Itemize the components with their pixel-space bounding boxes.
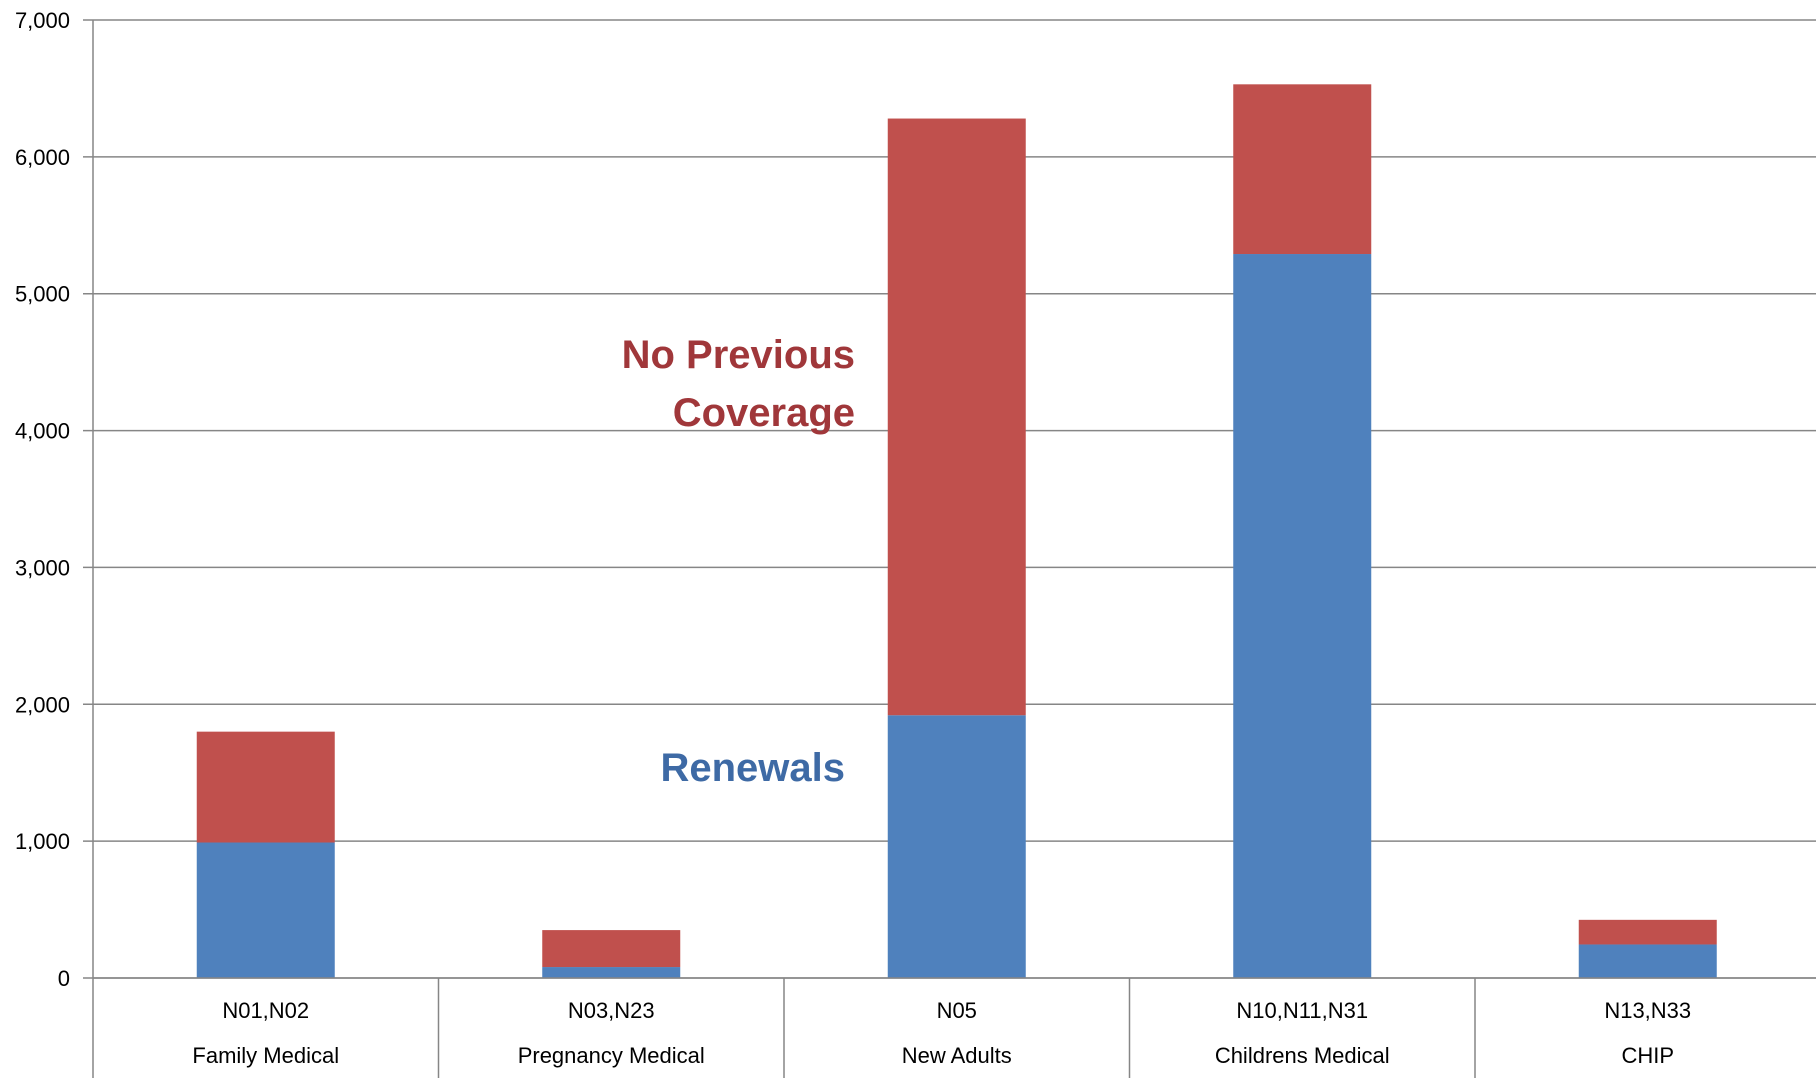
category-code-label: N10,N11,N31 — [1236, 998, 1368, 1023]
category-name-label: New Adults — [902, 1043, 1012, 1068]
category-code-label: N01,N02 — [222, 998, 309, 1023]
y-tick-label: 3,000 — [15, 555, 70, 580]
category-name-label: CHIP — [1621, 1043, 1674, 1068]
category-name-label: Childrens Medical — [1215, 1043, 1390, 1068]
y-tick-label: 6,000 — [15, 145, 70, 170]
bar-segment — [887, 118, 1026, 716]
y-tick-label: 7,000 — [15, 8, 70, 33]
bar-segment — [1578, 944, 1717, 978]
y-tick-label: 4,000 — [15, 419, 70, 444]
category-name-label: Pregnancy Medical — [518, 1043, 705, 1068]
y-tick-label: 1,000 — [15, 829, 70, 854]
y-axis-tick-labels: 0 1,000 2,000 3,000 4,000 5,000 6,000 7,000 — [15, 8, 70, 991]
bar-segment — [542, 967, 681, 978]
bar-segment — [1578, 919, 1717, 945]
bar-segment — [1233, 254, 1372, 979]
renewals-annotation: Renewals — [660, 746, 845, 790]
bar-segment — [196, 842, 335, 978]
no-previous-coverage-annotation: Coverage — [673, 391, 855, 435]
no-previous-coverage-annotation: No Previous — [622, 333, 855, 377]
axes — [92, 20, 1816, 1078]
bar-segment — [1233, 84, 1372, 255]
y-tick-label: 5,000 — [15, 282, 70, 307]
bar-segment — [196, 731, 335, 843]
y-tick-label: 2,000 — [15, 692, 70, 717]
category-code-label: N13,N33 — [1604, 998, 1691, 1023]
bar-segment — [542, 930, 681, 968]
bars — [196, 84, 1717, 979]
series-annotations: No Previous Coverage Renewals — [622, 333, 855, 790]
category-name-label: Family Medical — [192, 1043, 339, 1068]
x-axis-category-labels: N01,N02 Family Medical N03,N23 Pregnancy Me… — [192, 998, 1691, 1068]
y-tick-label: 0 — [58, 966, 70, 991]
category-code-label: N05 — [937, 998, 977, 1023]
bar-segment — [887, 715, 1026, 978]
category-code-label: N03,N23 — [568, 998, 655, 1023]
